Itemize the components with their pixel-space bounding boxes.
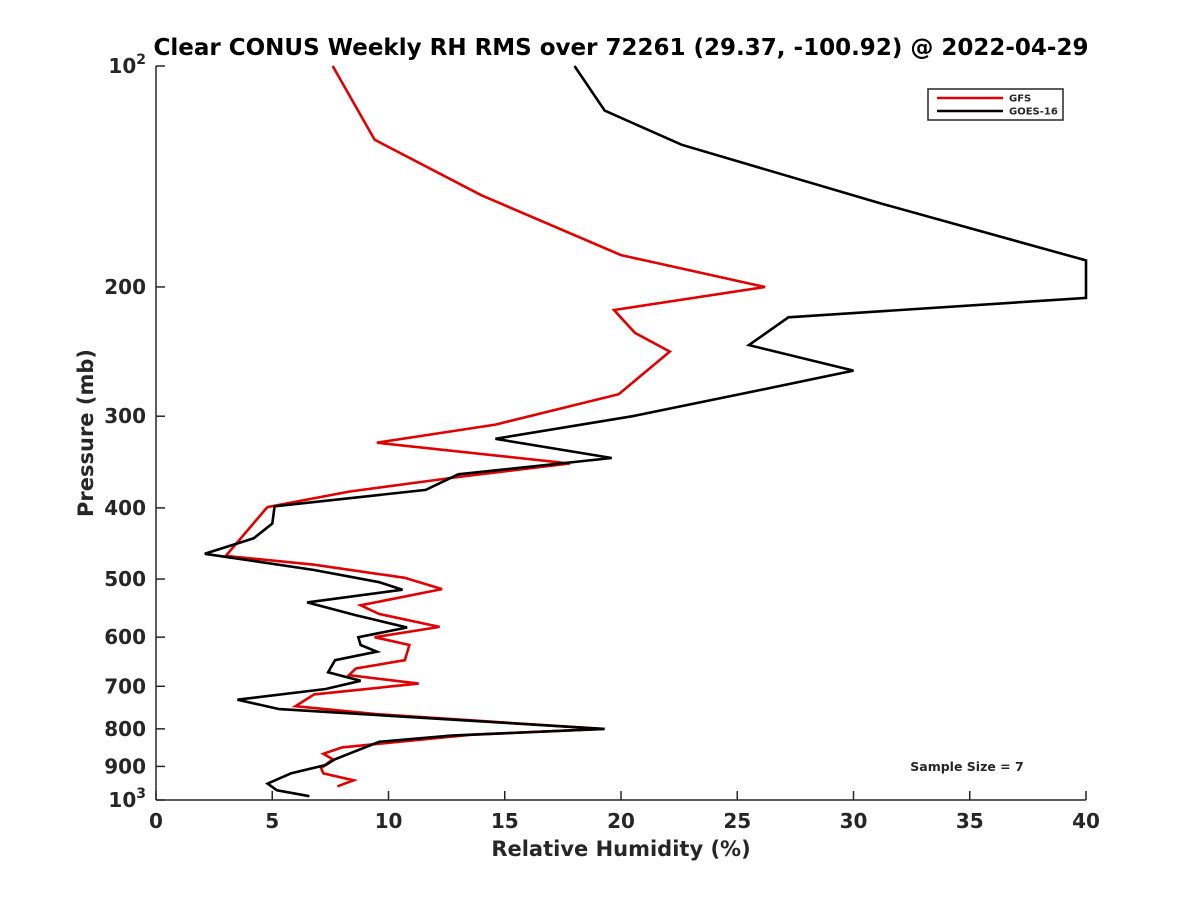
- axes-layer: 0 5 10 15 20 25 30 35 40 102 200 300 400 500 600 700 800…: [104, 52, 1100, 833]
- x-axis-label: Relative Humidity (%): [491, 837, 750, 861]
- y-tick-label: 900: [104, 754, 146, 778]
- sample-size-annotation: Sample Size = 7: [910, 759, 1023, 774]
- x-tick-label: 40: [1072, 809, 1100, 833]
- legend-box: [927, 88, 1064, 121]
- x-tick-label: 15: [491, 809, 519, 833]
- y-tick-label: 500: [104, 567, 146, 591]
- y-tick-label: 200: [104, 275, 146, 299]
- y-axis-label: Pressure (mb): [74, 349, 98, 517]
- series-line-goes16: [204, 65, 1088, 798]
- x-tick-label: 30: [840, 809, 868, 833]
- y-tick-label: 103: [108, 786, 146, 812]
- x-tick-label: 20: [607, 809, 635, 833]
- legend-gfs-label: GFS: [1009, 94, 1031, 105]
- x-tick-label: 5: [265, 809, 279, 833]
- x-tick-label: 25: [723, 809, 751, 833]
- y-tick-label: 300: [104, 404, 146, 428]
- y-tick-label: 102: [108, 52, 146, 78]
- y-tick-label: 800: [104, 717, 146, 741]
- legend: GFS GOES-16: [927, 88, 1064, 121]
- legend-goes16-label: GOES-16: [1009, 107, 1058, 118]
- y-tick-label: 700: [104, 674, 146, 698]
- series-line-gfs: [223, 65, 766, 788]
- series-layer: [204, 65, 1088, 798]
- x-tick-label: 0: [149, 809, 163, 833]
- y-tick-label: 400: [104, 496, 146, 520]
- x-tick-label: 10: [375, 809, 403, 833]
- y-tick-label: 600: [104, 625, 146, 649]
- plot-area: 0 5 10 15 20 25 30 35 40 102 200 300 400 500 600 700 800…: [104, 52, 1100, 833]
- chart-title: Clear CONUS Weekly RH RMS over 72261 (29…: [154, 35, 1089, 61]
- x-tick-label: 35: [956, 809, 984, 833]
